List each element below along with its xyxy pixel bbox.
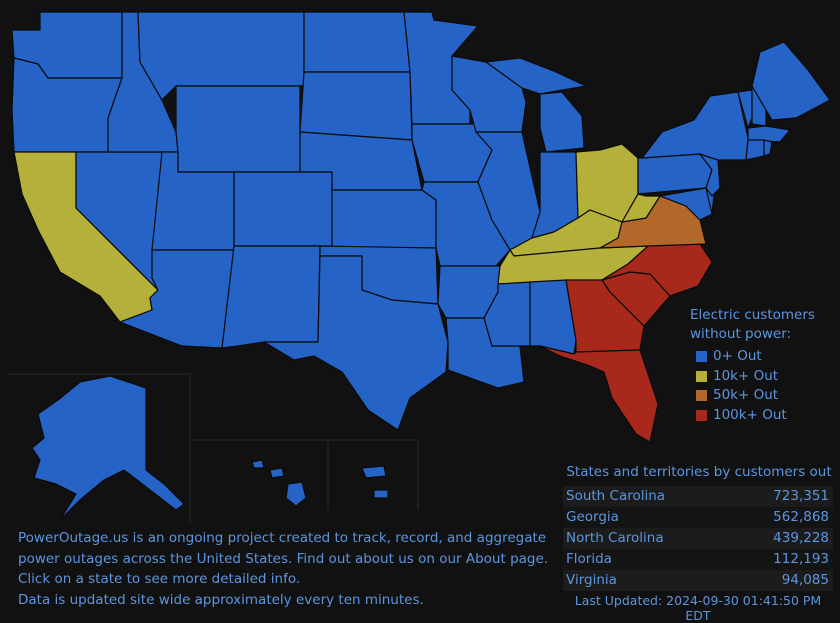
state-hawaii-big-island[interactable] xyxy=(285,481,307,507)
state-virgin-islands[interactable] xyxy=(373,489,389,499)
info-line-1-text: is an ongoing project created to track, … xyxy=(128,530,547,546)
table-row[interactable]: Georgia 562,868 xyxy=(563,507,833,528)
last-updated: Last Updated: 2024-09-30 01:41:50 PM EDT xyxy=(574,593,822,623)
legend-swatch xyxy=(696,351,707,363)
table-row[interactable]: Florida 112,193 xyxy=(563,549,833,570)
poweroutage-link[interactable]: PowerOutage.us xyxy=(18,530,129,546)
table-body: South Carolina 723,351 Georgia 562,868 N… xyxy=(563,486,833,591)
state-connecticut[interactable] xyxy=(745,139,765,161)
state-kansas[interactable] xyxy=(331,189,437,249)
legend-item-10k[interactable]: 10k+ Out xyxy=(690,367,815,387)
info-line-3: Click on a state to see more detailed in… xyxy=(18,571,301,587)
customers-out: 439,228 xyxy=(773,530,829,546)
state-wyoming[interactable] xyxy=(175,85,301,173)
state-colorado[interactable] xyxy=(233,171,333,247)
legend-title: Electric customers without power: xyxy=(690,306,815,344)
state-north-carolina[interactable] xyxy=(601,243,713,297)
state-name: Florida xyxy=(566,551,612,567)
state-new-york[interactable] xyxy=(641,91,749,161)
state-hawaii-oahu[interactable] xyxy=(251,459,265,469)
legend-label: 0+ Out xyxy=(713,348,762,365)
state-north-dakota[interactable] xyxy=(303,11,411,73)
legend: Electric customers without power: 0+ Out… xyxy=(690,306,815,425)
customers-out: 723,351 xyxy=(773,488,829,504)
state-florida[interactable] xyxy=(539,345,659,443)
legend-swatch xyxy=(696,409,707,421)
state-maryland[interactable] xyxy=(659,187,713,221)
state-name: Virginia xyxy=(566,572,617,588)
state-pennsylvania[interactable] xyxy=(637,153,713,195)
inset-frames xyxy=(8,373,419,522)
table-row[interactable]: North Carolina 439,228 xyxy=(563,528,833,549)
conus-states xyxy=(11,11,831,443)
info-line-2: power outages across the United States. … xyxy=(18,549,548,570)
customers-out: 112,193 xyxy=(773,551,829,567)
state-name: North Carolina xyxy=(566,530,664,546)
state-michigan-lp[interactable] xyxy=(539,91,585,153)
legend-item-50k[interactable]: 50k+ Out xyxy=(690,386,815,406)
legend-swatch xyxy=(696,390,707,402)
state-alaska[interactable] xyxy=(31,375,185,521)
info-line-2-pre: power outages across the United States. … xyxy=(18,550,466,567)
legend-title-line2: without power: xyxy=(690,326,792,342)
state-new-mexico[interactable] xyxy=(221,245,321,349)
state-west-virginia[interactable] xyxy=(621,193,661,223)
customers-out: 562,868 xyxy=(773,509,829,525)
state-maine[interactable] xyxy=(751,41,831,121)
info-text: PowerOutage.us is an ongoing project cre… xyxy=(18,528,548,610)
state-puerto-rico[interactable] xyxy=(361,465,387,479)
state-massachusetts[interactable] xyxy=(747,125,791,143)
state-texas[interactable] xyxy=(263,255,449,431)
state-name: South Carolina xyxy=(566,488,666,504)
state-hawaii-maui[interactable] xyxy=(269,467,285,479)
legend-label: 10k+ Out xyxy=(713,367,779,384)
customers-out: 94,085 xyxy=(781,572,829,588)
info-line-2-post: page. xyxy=(505,550,549,567)
state-michigan-up[interactable] xyxy=(485,57,587,95)
info-line-1: PowerOutage.us is an ongoing project cre… xyxy=(18,528,548,549)
legend-title-line1: Electric customers xyxy=(690,307,815,323)
state-south-dakota[interactable] xyxy=(299,71,413,141)
legend-item-0plus[interactable]: 0+ Out xyxy=(690,347,815,367)
info-line-4: Data is updated site wide approximately … xyxy=(18,591,424,608)
legend-swatch xyxy=(696,370,707,382)
table-title: States and territories by customers out xyxy=(566,464,832,480)
state-rhode-island[interactable] xyxy=(763,139,773,157)
legend-item-100k[interactable]: 100k+ Out xyxy=(690,406,815,426)
state-name: Georgia xyxy=(566,509,619,525)
about-link[interactable]: About xyxy=(465,550,506,567)
inset-states xyxy=(31,375,389,521)
table-row[interactable]: Virginia 94,085 xyxy=(563,570,833,591)
states-table: States and territories by customers out … xyxy=(563,464,833,623)
table-row[interactable]: South Carolina 723,351 xyxy=(563,486,833,507)
legend-label: 100k+ Out xyxy=(713,406,787,423)
legend-label: 50k+ Out xyxy=(713,387,779,404)
